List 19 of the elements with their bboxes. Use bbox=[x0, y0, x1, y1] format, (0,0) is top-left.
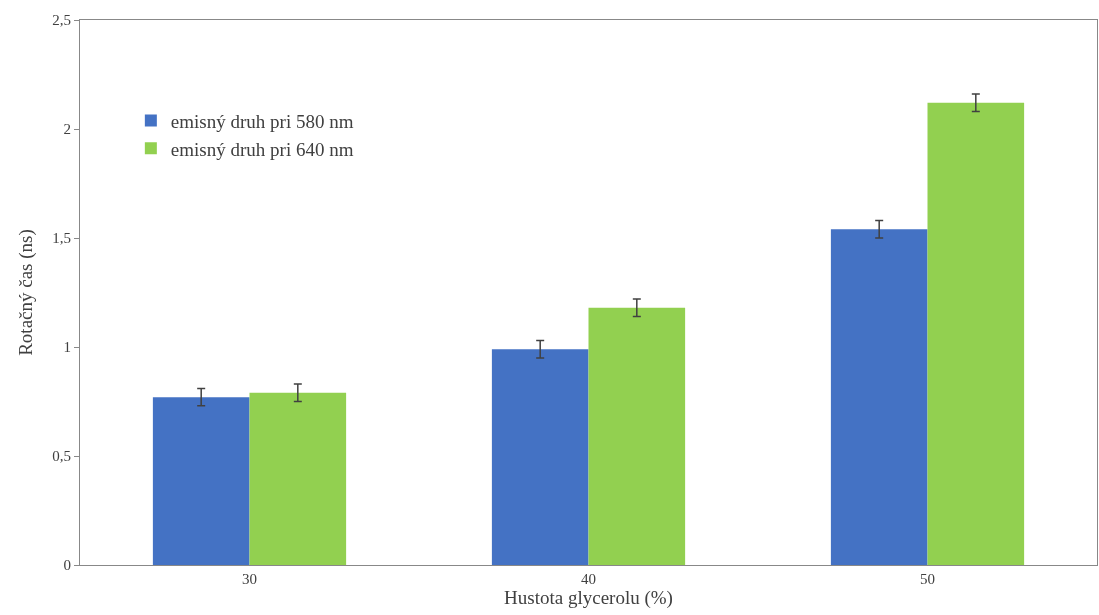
y-tick-label: 1 bbox=[63, 339, 71, 356]
y-tick-label: 2,5 bbox=[52, 12, 71, 29]
bar bbox=[588, 307, 686, 565]
y-tick-label: 2 bbox=[63, 121, 71, 138]
x-axis-title: Hustota glycerolu (%) bbox=[504, 587, 673, 609]
x-tick-label: 50 bbox=[920, 571, 935, 587]
bar bbox=[927, 102, 1025, 565]
bar bbox=[491, 349, 589, 565]
legend-label: emisný druh pri 580 nm bbox=[170, 111, 354, 133]
bar bbox=[152, 397, 250, 565]
bar bbox=[249, 392, 347, 565]
y-tick-label: 0,5 bbox=[52, 448, 71, 465]
bar bbox=[830, 229, 928, 565]
x-tick-label: 30 bbox=[242, 571, 257, 587]
legend-label: emisný druh pri 640 nm bbox=[170, 138, 354, 160]
y-tick-label: 1,5 bbox=[52, 230, 71, 247]
y-axis-title: Rotačný čas (ns) bbox=[15, 229, 37, 356]
x-tick-label: 40 bbox=[581, 571, 596, 587]
y-tick-label: 0 bbox=[63, 557, 71, 574]
